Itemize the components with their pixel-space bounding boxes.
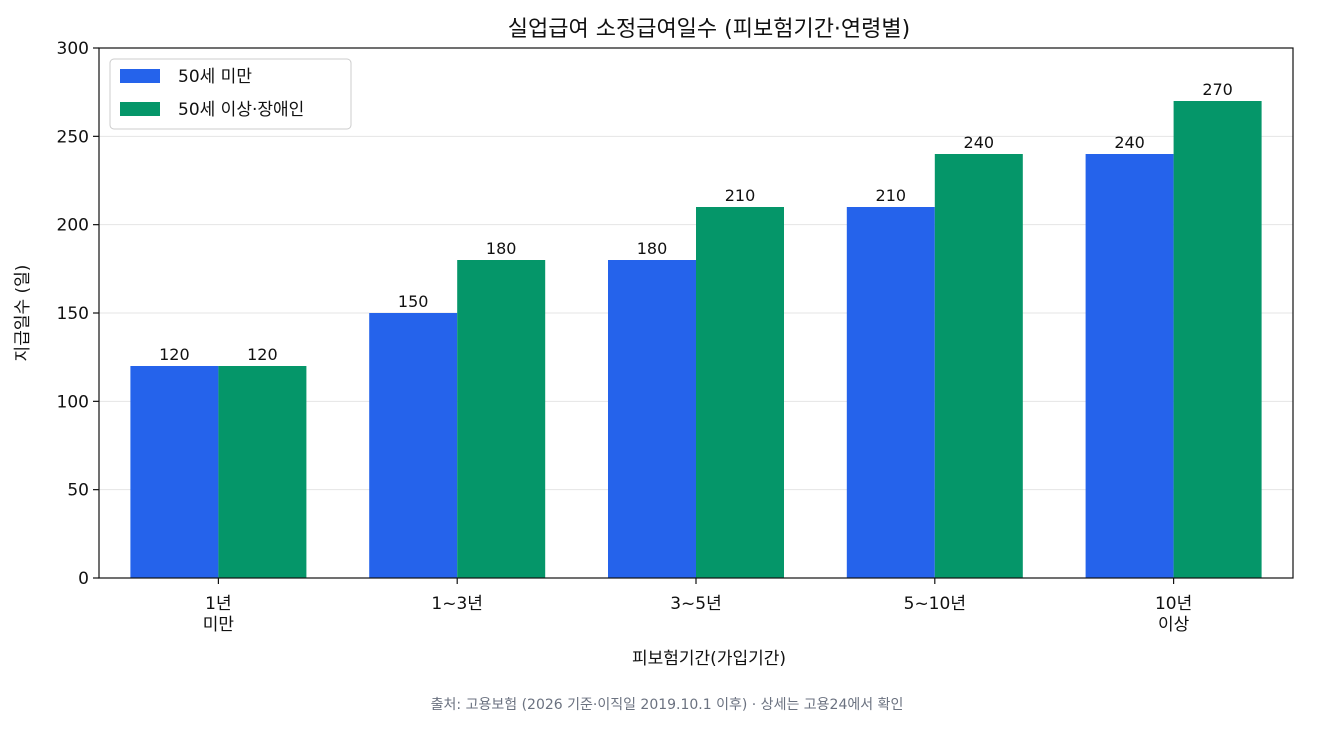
x-tick-label: 5~10년 [904, 594, 966, 614]
legend-swatch [120, 69, 160, 83]
y-axis-label: 지급일수 (일) [13, 265, 33, 362]
y-axis-ticks: 0 50 100 150 200 250 300 [57, 39, 99, 589]
x-tick-label: 1~3년 [431, 594, 483, 614]
bar [846, 207, 935, 578]
bar-value-label: 180 [637, 239, 668, 258]
x-tick-label: 3~5년 [670, 594, 722, 614]
y-tick-label: 50 [67, 481, 89, 501]
x-axis-label: 피보험기간(가입기간) [632, 649, 786, 669]
bar [1085, 154, 1174, 578]
legend-label: 50세 미만 [178, 67, 252, 87]
bar [457, 260, 546, 578]
y-tick-label: 150 [57, 304, 89, 324]
bar-value-labels: 120 120 150 180 180 210 210 240 240 270 [159, 80, 1233, 364]
bar-value-label: 180 [486, 239, 517, 258]
bar-value-label: 120 [159, 345, 190, 364]
legend-label: 50세 이상·장애인 [178, 100, 304, 120]
y-tick-label: 200 [57, 216, 89, 236]
bars [130, 101, 1262, 578]
y-tick-label: 0 [78, 569, 89, 589]
bar [696, 207, 784, 578]
x-tick-label: 이상 [1158, 615, 1190, 635]
y-tick-label: 250 [57, 127, 89, 147]
y-tick-label: 100 [57, 392, 89, 412]
chart-title: 실업급여 소정급여일수 (피보험기간·연령별) [508, 17, 910, 42]
x-tick-label: 10년 [1155, 594, 1192, 614]
legend-frame [109, 58, 352, 130]
bar [934, 154, 1023, 578]
bar-value-label: 210 [725, 186, 756, 205]
bar-value-label: 210 [876, 186, 907, 205]
x-tick-label: 미만 [203, 615, 235, 635]
bar-value-label: 240 [1114, 133, 1145, 152]
bar-value-label: 150 [398, 292, 429, 311]
bar [608, 260, 696, 578]
x-tick-label: 1년 [205, 594, 231, 614]
source-note: 출처: 고용보험 (2026 기준·이직일 2019.10.1 이후) · 상세… [431, 697, 904, 713]
bar [130, 366, 219, 578]
legend-swatch [120, 102, 160, 116]
bar [369, 313, 458, 578]
bar [218, 366, 307, 578]
bar-value-label: 240 [964, 133, 995, 152]
bar [1173, 101, 1262, 578]
y-tick-label: 300 [57, 39, 89, 59]
legend: 50세 미만 50세 이상·장애인 [109, 58, 352, 130]
bar-value-label: 120 [247, 345, 278, 364]
bar-value-label: 270 [1202, 80, 1233, 99]
